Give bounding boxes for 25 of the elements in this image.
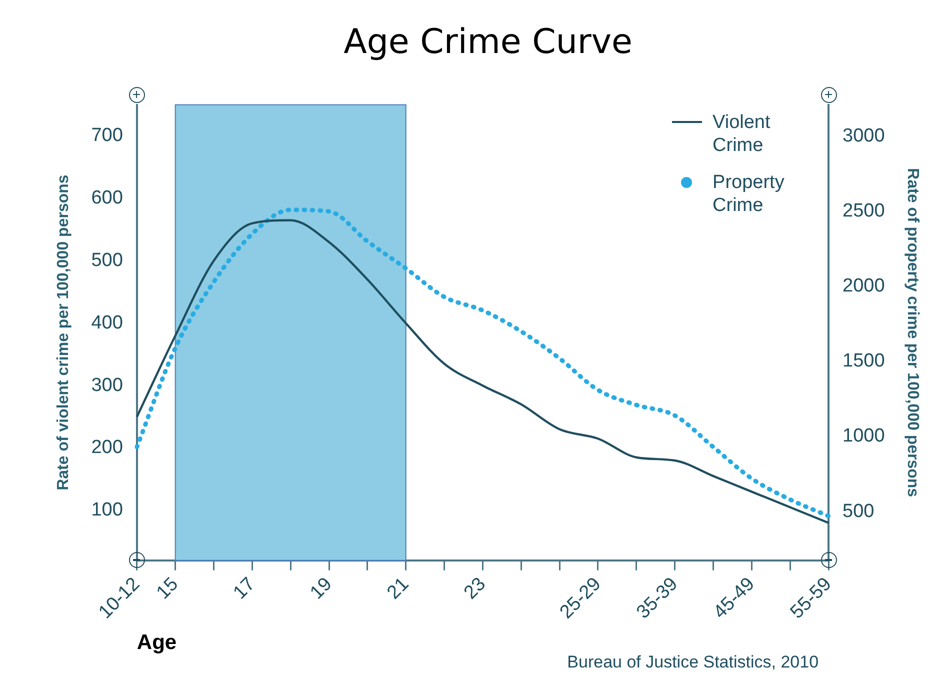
text: Bureau of Justice Statistics, 2010 (567, 652, 819, 672)
y2-tick-label: 2000 (842, 276, 885, 297)
x-tick-label: 21 (383, 574, 414, 604)
y2-tick-label: 1500 (842, 350, 885, 372)
y2-tick-label: 2500 (842, 200, 885, 222)
x-tick-label: 17 (230, 574, 260, 604)
y-tick-label: 300 (91, 374, 123, 396)
x-tick-label: 15 (152, 574, 183, 604)
y2-axis-title: Rate of property crime per 100,000 persons (904, 168, 921, 498)
y-tick-label: 100 (91, 500, 123, 521)
legend-label: Violent Crime (712, 110, 772, 157)
y2-tick-label: 3000 (842, 126, 885, 147)
x-tick-label: 19 (306, 574, 336, 604)
y-tick-label: 600 (91, 188, 123, 209)
legend-label: Property Crime (712, 170, 786, 217)
y-axis-title: Rate of violent crime per 100,000 persons (55, 174, 72, 490)
chart-title: Age Crime Curve (344, 22, 632, 62)
y-tick-label: 200 (91, 437, 123, 458)
y2-tick-label: 1000 (842, 426, 885, 447)
y-tick-label: 400 (91, 312, 123, 334)
y2-tick-label: 500 (842, 500, 874, 522)
y-tick-label: 700 (91, 125, 123, 146)
x-tick-label: 23 (460, 574, 490, 604)
x-axis-title: Age (136, 631, 177, 654)
y-tick-label: 500 (91, 250, 123, 272)
